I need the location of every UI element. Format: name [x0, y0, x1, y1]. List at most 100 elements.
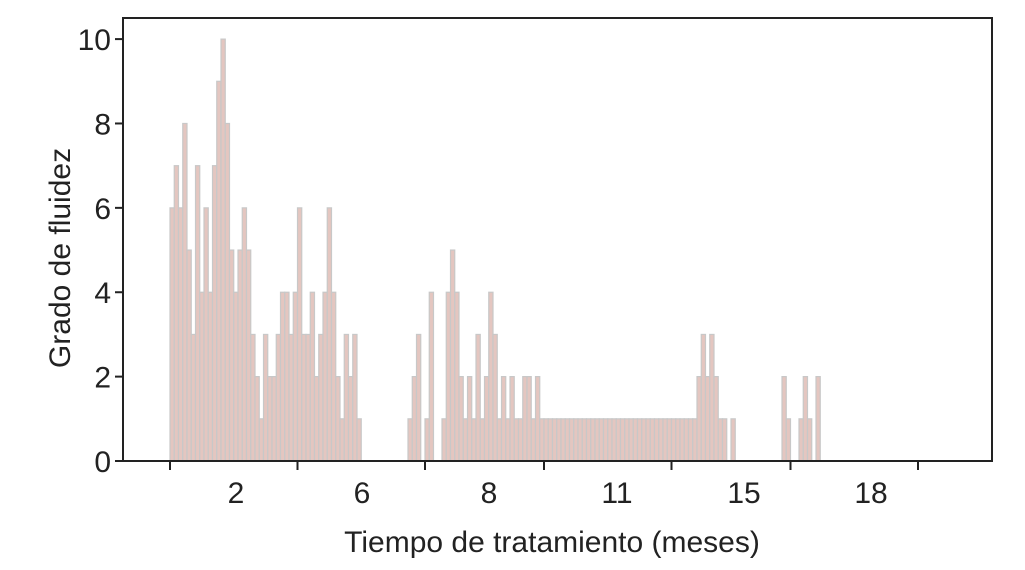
histogram-bar [560, 418, 566, 462]
histogram-bar [585, 418, 592, 462]
histogram-bar [517, 418, 524, 462]
histogram-bar [207, 291, 214, 462]
histogram-bar [445, 291, 452, 462]
histogram-bar [704, 376, 711, 462]
histogram-bar [662, 418, 668, 462]
histogram-bar [543, 418, 549, 462]
histogram-bar [250, 333, 256, 462]
histogram-bar [279, 291, 286, 462]
histogram-bar [551, 418, 558, 462]
histogram-bar [590, 418, 596, 462]
histogram-bar [237, 249, 243, 462]
histogram-bar [573, 418, 579, 462]
histogram-bar [415, 333, 422, 462]
histogram-bar [284, 291, 290, 462]
histogram-bar [687, 418, 694, 462]
histogram-bar [730, 418, 736, 462]
histogram-bar [245, 249, 252, 462]
histogram-bar [577, 418, 583, 462]
histogram-bar [356, 418, 362, 462]
histogram-bar [194, 165, 201, 462]
histogram-bar [411, 376, 418, 462]
histogram-bar [186, 249, 192, 462]
histogram-bar [471, 418, 477, 462]
histogram-bar [785, 418, 792, 462]
histogram-bar [709, 333, 715, 462]
histogram-bar [258, 418, 265, 462]
histogram-bars [169, 38, 821, 462]
histogram-bar [326, 207, 333, 462]
histogram-bar [500, 376, 507, 462]
histogram-bar [670, 418, 677, 462]
histogram-bar [199, 291, 205, 462]
histogram-bar [683, 418, 690, 462]
histogram-bar [267, 376, 273, 462]
histogram-bar [530, 418, 537, 462]
histogram-bar [305, 333, 311, 462]
histogram-bar [228, 249, 235, 462]
histogram-bar [798, 418, 804, 462]
histogram-bar [330, 291, 337, 462]
histogram-bar [556, 418, 562, 462]
y-tick-label: 0 [94, 446, 111, 479]
histogram-bar [700, 333, 707, 462]
histogram-bar [407, 418, 413, 462]
histogram-bar [475, 333, 481, 462]
histogram-bar [271, 376, 277, 462]
histogram-bar [169, 207, 175, 462]
histogram-bar [522, 376, 528, 462]
histogram-bar [262, 333, 269, 462]
histogram-bar [220, 38, 226, 462]
histogram-bar [564, 418, 571, 462]
y-axis-label: Grado de fluidez [44, 148, 77, 368]
histogram-bar [347, 376, 354, 462]
histogram-bar [241, 207, 248, 462]
histogram-bar [649, 418, 656, 462]
histogram-bar [815, 376, 821, 462]
histogram-bar [462, 418, 469, 462]
histogram-bar [492, 333, 498, 462]
histogram-bar [539, 418, 545, 462]
histogram-bar [296, 207, 303, 462]
histogram-bar [182, 122, 188, 462]
histogram-bar [513, 418, 520, 462]
histogram-bar [211, 165, 218, 462]
histogram-bar [322, 291, 328, 462]
histogram-bar [339, 418, 345, 462]
histogram-bar [301, 333, 307, 462]
histogram-bar [679, 418, 685, 462]
histogram-bar [628, 418, 634, 462]
histogram-bar [313, 376, 320, 462]
histogram-bar [288, 333, 294, 462]
histogram-bar [488, 291, 494, 462]
histogram-bar [615, 418, 622, 462]
y-tick-label: 10 [78, 24, 111, 57]
x-tick-label: 2 [228, 477, 245, 510]
histogram-bar [645, 418, 651, 462]
histogram-bar [666, 418, 673, 462]
histogram-bar [675, 418, 681, 462]
y-tick-label: 8 [94, 108, 111, 141]
histogram-bar [602, 418, 609, 462]
histogram-bar [509, 376, 515, 462]
histogram-bar [802, 376, 809, 462]
x-tick-label: 18 [854, 477, 887, 510]
histogram-bar [352, 333, 358, 462]
plot-frame [122, 17, 993, 462]
y-axis-ticks: 0 2 4 6 8 10 [78, 24, 123, 479]
histogram-bar [496, 418, 503, 462]
histogram-bar [619, 418, 626, 462]
histogram-bar [216, 80, 222, 462]
x-tick-label: 15 [727, 477, 760, 510]
histogram-bar [292, 291, 299, 462]
histogram-bar [203, 207, 209, 462]
y-tick-label: 2 [94, 362, 111, 395]
x-axis-label: Tiempo de tratamiento (meses) [344, 526, 760, 559]
histogram-bar [526, 376, 532, 462]
histogram-bar [641, 418, 647, 462]
histogram-bar [177, 207, 184, 462]
histogram-bar [547, 418, 554, 462]
histogram-bar [607, 418, 613, 462]
histogram-bar [717, 418, 724, 462]
